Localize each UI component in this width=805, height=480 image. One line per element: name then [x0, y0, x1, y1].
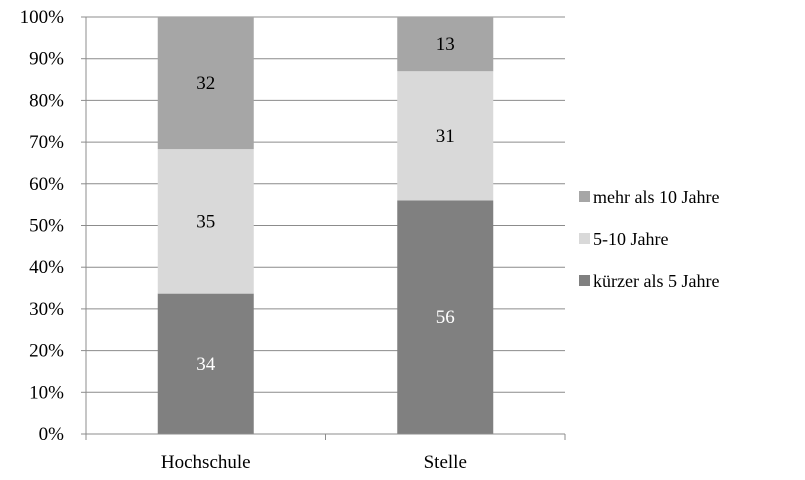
y-tick-label: 60%: [29, 174, 64, 195]
bar-segment: [397, 71, 494, 201]
y-tick-label: 40%: [29, 257, 64, 278]
data-label: 32: [196, 73, 215, 94]
bar-segment: [157, 293, 254, 434]
legend-swatch: [579, 275, 590, 286]
legend-swatch: [579, 191, 590, 202]
data-label: 56: [436, 307, 455, 328]
legend-label: mehr als 10 Jahre: [593, 187, 719, 207]
bar-segment: [157, 17, 254, 150]
bars: 34 35 32 56 31 13: [157, 17, 494, 434]
legend-swatch: [579, 233, 590, 244]
y-tick-label: 70%: [29, 132, 64, 153]
data-label: 31: [436, 126, 455, 147]
data-label: 34: [196, 354, 216, 375]
bar-segment: [157, 149, 254, 294]
legend-label: kürzer als 5 Jahre: [593, 271, 719, 291]
y-tick-label: 0%: [39, 424, 65, 445]
bar-segment: [397, 200, 494, 434]
y-tick-label: 30%: [29, 299, 64, 320]
y-tick-label: 50%: [29, 216, 64, 237]
y-tick-label: 10%: [29, 382, 64, 403]
x-category-label: Hochschule: [161, 452, 251, 473]
legend: mehr als 10 Jahre 5-10 Jahre kürzer als 5 …: [579, 187, 719, 291]
y-tick-label: 20%: [29, 341, 64, 362]
axes: 0% 10% 20% 30% 40% 50% 60% 70% 80% 90% 100% Hochsch…: [20, 7, 566, 473]
bar-segment: [397, 17, 494, 72]
legend-label: 5-10 Jahre: [593, 229, 668, 249]
x-category-label: Stelle: [424, 452, 467, 473]
data-label: 13: [436, 34, 455, 55]
y-tick-label: 90%: [29, 49, 64, 70]
data-label: 35: [196, 211, 215, 232]
y-tick-label: 100%: [20, 7, 65, 28]
y-tick-label: 80%: [29, 90, 64, 111]
